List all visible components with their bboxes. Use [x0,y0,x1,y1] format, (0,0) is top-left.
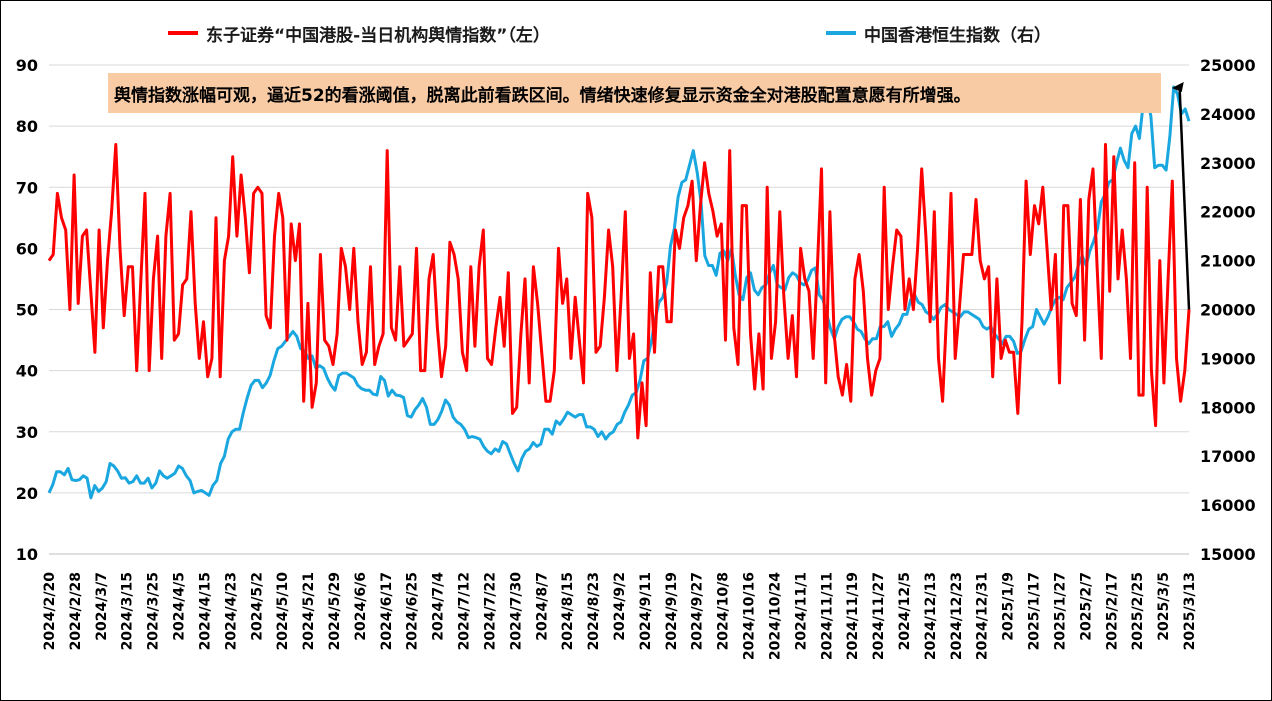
x-tick-label: 2024/9/2 [612,572,628,641]
x-tick-label: 2025/3/13 [1182,572,1198,650]
x-tick-label: 2024/5/29 [327,572,343,650]
y-right-tick-label: 18000 [1200,398,1256,417]
x-tick-label: 2024/11/27 [871,572,887,660]
x-tick-label: 2024/4/5 [172,572,188,641]
x-tick-label: 2024/11/1 [793,572,809,650]
y-left-tick-label: 20 [16,484,38,503]
x-tick-label: 2025/3/5 [1156,572,1172,641]
x-tick-label: 2025/2/7 [1078,572,1094,641]
y-left-tick-label: 60 [16,239,38,258]
x-tick-label: 2024/12/13 [923,572,939,660]
x-tick-label: 2024/7/4 [431,572,447,641]
y-left-tick-label: 30 [16,423,38,442]
x-tick-label: 2025/2/17 [1104,572,1120,650]
y-right-tick-label: 20000 [1200,301,1256,320]
legend-label-right-series: 中国香港恒生指数（右） [864,25,1051,46]
x-tick-label: 2024/9/27 [690,572,706,650]
x-tick-label: 2024/8/23 [586,572,602,650]
legend-swatch-blue [826,31,856,35]
x-tick-label: 2025/1/27 [1052,572,1068,650]
x-tick-label: 2024/7/12 [457,572,473,650]
x-tick-label: 2024/7/30 [508,572,524,651]
x-tick-label: 2024/8/7 [534,572,550,641]
x-tick-label: 2024/12/31 [975,572,991,660]
x-tick-label: 2024/2/28 [68,572,84,650]
x-tick-label: 2024/8/15 [560,572,576,650]
x-tick-label: 2024/10/24 [767,572,783,660]
x-tick-label: 2024/3/7 [94,572,110,641]
annotation-arrow [1178,90,1191,310]
y-left-tick-label: 40 [16,362,38,381]
x-tick-label: 2024/10/16 [742,572,758,660]
x-tick-label: 2024/2/20 [42,572,58,651]
x-tick-label: 2024/11/19 [845,572,861,660]
x-tick-label: 2024/7/22 [482,572,498,650]
y-left-tick-label: 50 [16,301,38,320]
x-tick-label: 2024/10/8 [716,572,732,650]
x-tick-label: 2024/12/23 [949,572,965,660]
x-tick-label: 2025/1/17 [1027,572,1043,650]
y-right-tick-label: 19000 [1200,349,1256,368]
y-right-tick-label: 22000 [1200,203,1256,222]
y-right-tick-label: 16000 [1200,496,1256,515]
x-tick-label: 2024/5/2 [249,572,265,641]
y-right-tick-label: 25000 [1200,56,1256,75]
x-tick-label: 2024/12/5 [897,572,913,650]
series-line-sentiment-index [47,143,1191,440]
y-left-tick-label: 90 [16,56,38,75]
y-right-tick-label: 17000 [1200,447,1256,466]
legend-label-left-series: 东子证券“中国港股-当日机构舆情指数”（左） [206,25,550,46]
y-left-tick-label: 10 [16,545,38,564]
x-tick-label: 2024/6/17 [379,572,395,650]
x-tick-label: 2024/9/19 [664,572,680,650]
annotation-arrow-head [1171,82,1184,93]
x-tick-label: 2024/4/23 [223,572,239,650]
x-tick-label: 2024/9/11 [638,572,654,650]
x-tick-label: 2024/5/10 [275,572,291,651]
y-left-tick-label: 80 [16,117,38,136]
y-right-tick-label: 24000 [1200,105,1256,124]
x-tick-label: 2025/2/25 [1130,572,1146,650]
y-right-tick-label: 21000 [1200,252,1256,271]
x-tick-label: 2024/6/6 [353,572,369,641]
x-tick-label: 2024/6/25 [405,572,421,650]
x-tick-label: 2024/4/15 [197,572,213,650]
x-tick-label: 2024/11/11 [819,572,835,660]
annotation-callout: 舆情指数涨幅可观，逼近52的看涨阈值，脱离此前看跌区间。情绪快速修复显示资金全对… [108,73,1161,113]
x-tick-label: 2024/5/21 [301,572,317,650]
y-right-tick-label: 23000 [1200,154,1256,173]
legend-item-left-series: 东子证券“中国港股-当日机构舆情指数”（左） [168,20,550,46]
x-tick-label: 2024/3/25 [146,572,162,650]
legend-swatch-red [168,31,198,35]
x-tick-label: 2025/1/9 [1001,572,1017,641]
legend-item-right-series: 中国香港恒生指数（右） [826,20,1051,46]
x-tick-label: 2024/3/15 [120,572,136,650]
series-line-hang-seng-index [47,85,1191,500]
y-left-tick-label: 70 [16,178,38,197]
y-right-tick-label: 15000 [1200,545,1256,564]
